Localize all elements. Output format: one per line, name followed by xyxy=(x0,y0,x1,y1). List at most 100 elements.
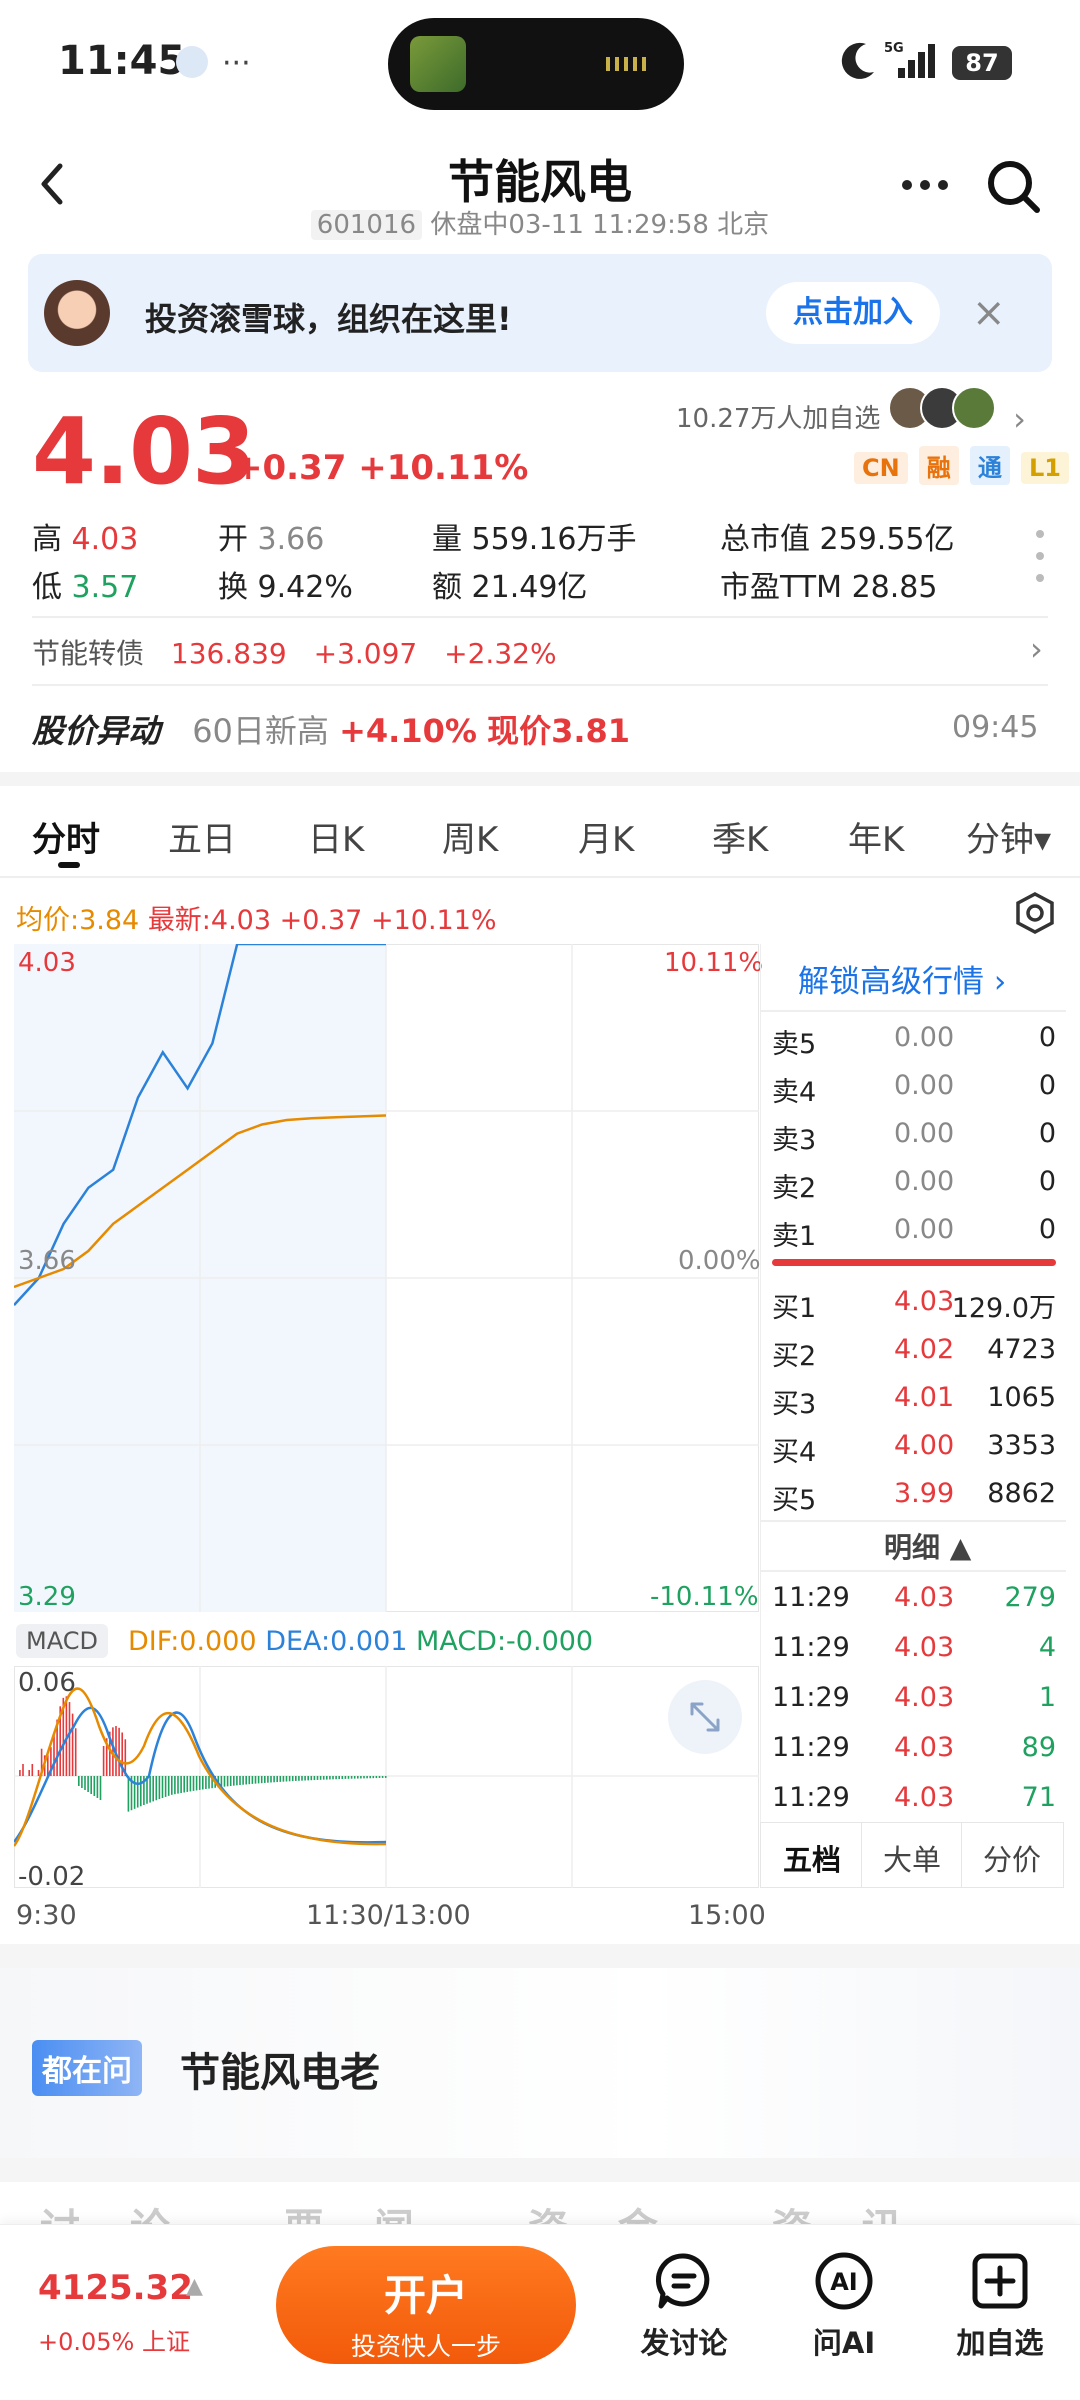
tab-minute[interactable]: 分钟▾ xyxy=(966,820,1052,860)
macd-bar xyxy=(74,1728,77,1776)
ask-ai-button[interactable]: AI 问AI xyxy=(774,2250,914,2362)
macd-bar xyxy=(248,1776,251,1785)
stat-volume: 量 559.16万手 xyxy=(432,522,637,557)
divider xyxy=(760,1520,1066,1522)
tag-margin: 融 xyxy=(918,446,959,485)
add-watchlist-label: 加自选 xyxy=(956,2326,1044,2360)
macd-bar xyxy=(205,1776,207,1790)
tab-five-levels[interactable]: 五档 xyxy=(783,1843,842,1877)
tab-monthly-k[interactable]: 月K xyxy=(578,820,635,860)
x-label-midday: 11:30/13:00 xyxy=(306,1900,471,1931)
macd-bar xyxy=(291,1776,294,1782)
macd-bar xyxy=(167,1776,170,1796)
stat-high: 高 4.03 xyxy=(32,522,139,557)
macd-value: MACD:-0.000 xyxy=(416,1626,594,1657)
more-button[interactable] xyxy=(895,165,955,205)
macd-bar xyxy=(381,1776,384,1778)
tag-l1: L1 xyxy=(1020,452,1069,484)
macd-bar xyxy=(180,1776,182,1794)
price-alert-row[interactable]: 股价异动 60日新高 +4.10% 现价3.81 xyxy=(32,706,630,752)
open-account-button[interactable]: 开户 投资快人一步 xyxy=(276,2246,576,2364)
follower-avatars[interactable]: › xyxy=(888,386,1026,438)
trade-detail-toggle[interactable]: 明细 ▲ xyxy=(884,1531,972,1564)
tab-weekly-k[interactable]: 周K xyxy=(442,820,499,860)
y-bottom-price: 3.29 xyxy=(18,1582,76,1612)
macd-bar xyxy=(195,1776,198,1791)
content-tabs-partial[interactable]: 讨论 要闻 资金 资讯 公告 资料 财务 xyxy=(40,2196,1080,2226)
macd-bar xyxy=(19,1770,21,1776)
cb-price: 136.839 xyxy=(170,637,287,670)
ask-card[interactable] xyxy=(0,1968,1080,2158)
macd-bar xyxy=(109,1731,111,1776)
unlock-advanced-quotes[interactable]: 解锁高级行情 › xyxy=(798,964,1007,1000)
index-value[interactable]: 4125.32 xyxy=(38,2268,193,2308)
macd-bar xyxy=(226,1776,229,1787)
ai-icon: AI xyxy=(813,2250,875,2312)
change-percent: +10.11% xyxy=(358,448,529,488)
macd-bar xyxy=(90,1776,92,1794)
post-discussion-label: 发讨论 xyxy=(640,2326,728,2360)
intraday-chart[interactable] xyxy=(14,944,759,1612)
ask-ai-label: 问AI xyxy=(812,2326,876,2360)
macd-bar xyxy=(326,1776,328,1780)
post-discussion-button[interactable]: 发讨论 xyxy=(614,2250,754,2362)
macd-bar xyxy=(84,1776,86,1790)
join-button[interactable]: 点击加入 xyxy=(766,282,940,344)
macd-bar xyxy=(71,1713,74,1776)
macd-indicator-tag[interactable]: MACD xyxy=(16,1624,108,1658)
cb-pct: +2.32% xyxy=(444,637,557,670)
price-change: +0.37 +10.11% xyxy=(234,448,528,488)
macd-bar xyxy=(68,1702,71,1776)
macd-bar xyxy=(307,1776,309,1781)
macd-bar xyxy=(121,1732,123,1776)
macd-bar xyxy=(254,1776,257,1784)
macd-bar xyxy=(171,1776,173,1795)
avg-price: 均价:3.84 xyxy=(16,905,140,936)
expand-chart-button[interactable] xyxy=(668,1680,742,1754)
tab-large-orders[interactable]: 大单 xyxy=(883,1843,942,1877)
macd-bar xyxy=(384,1776,387,1778)
macd-bar xyxy=(304,1776,306,1781)
more-stats-icon[interactable] xyxy=(1036,530,1046,586)
chevron-left-icon xyxy=(41,163,63,205)
macd-bar xyxy=(78,1776,80,1786)
tab-yearly-k[interactable]: 年K xyxy=(848,820,905,860)
convertible-bond-row[interactable]: 节能转债 136.839 +3.097 +2.32% xyxy=(32,632,575,672)
macd-bar xyxy=(31,1764,34,1776)
current-price: 4.03 xyxy=(32,398,256,505)
macd-bar xyxy=(366,1776,368,1779)
macd-bar xyxy=(149,1776,151,1803)
tab-daily-k[interactable]: 日K xyxy=(308,820,365,860)
ask-question[interactable]: 节能风电老 xyxy=(180,2050,380,2096)
tab-five-day[interactable]: 五日 xyxy=(168,820,236,860)
macd-bar xyxy=(239,1776,241,1786)
macd-bar xyxy=(93,1776,96,1796)
chevron-right-icon[interactable]: › xyxy=(1030,630,1043,668)
x-label-close: 15:00 xyxy=(688,1900,766,1931)
chart-settings-button[interactable] xyxy=(1012,890,1058,936)
followers-count[interactable]: 10.27万人加自选 xyxy=(676,404,881,434)
back-button[interactable] xyxy=(30,160,78,208)
tab-quarterly-k[interactable]: 季K xyxy=(712,820,769,860)
macd-bar xyxy=(313,1776,316,1781)
macd-bar xyxy=(288,1776,291,1782)
status-time: 11:45 xyxy=(58,38,186,84)
macd-bar xyxy=(267,1776,269,1783)
tab-intraday[interactable]: 分时 xyxy=(32,820,100,860)
macd-bar xyxy=(65,1696,68,1776)
close-icon[interactable]: × xyxy=(972,290,1006,336)
chart-info-line: 均价:3.84 最新:4.03 +0.37 +10.11% xyxy=(16,898,497,937)
macd-bar xyxy=(335,1776,337,1780)
search-button[interactable] xyxy=(985,158,1041,214)
stat-pe-ttm: 市盈TTM 28.85 xyxy=(720,570,938,605)
latest-change: +0.37 xyxy=(279,905,363,936)
alert-time: 09:45 xyxy=(952,710,1039,745)
section-gap xyxy=(0,2158,1080,2182)
macd-bar xyxy=(223,1776,226,1787)
macd-bar xyxy=(316,1776,319,1780)
add-watchlist-button[interactable]: 加自选 xyxy=(930,2250,1070,2362)
macd-bar xyxy=(350,1776,353,1779)
tab-price-distribution[interactable]: 分价 xyxy=(983,1843,1042,1877)
macd-bar xyxy=(56,1719,58,1776)
macd-bar xyxy=(310,1776,313,1781)
